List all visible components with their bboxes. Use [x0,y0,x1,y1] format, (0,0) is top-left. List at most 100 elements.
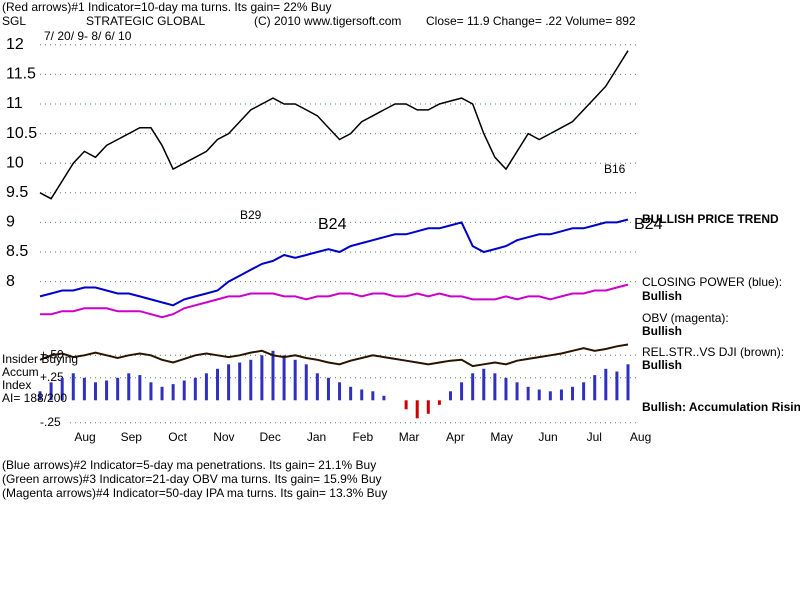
panel-tick-label: +.25 [40,370,64,384]
accum-bar [626,364,630,401]
accum-bar [382,395,386,401]
annotation: B16 [604,162,626,176]
x-tick-label: Oct [168,430,187,444]
y-tick-label: 11.5 [6,66,36,83]
accum-bar [38,391,42,401]
series-line [39,50,629,200]
accum-bar [304,364,308,401]
x-tick-label: Dec [260,430,281,444]
accum-bar [105,380,109,401]
series-line [40,283,629,319]
symbol: SGL [2,14,26,28]
accum-bar [448,391,452,401]
accum-bar [371,391,375,401]
x-tick-label: Aug [74,430,95,444]
x-tick-label: Jul [587,430,602,444]
left-label: Accum [2,365,39,379]
accum-bar [293,359,297,401]
accum-bar [326,377,330,401]
x-tick-label: Aug [630,430,651,444]
accum-bar [271,350,275,401]
accum-bar [171,384,175,401]
accum-bar [149,382,153,401]
accum-bar [615,371,619,401]
accum-bar [493,373,497,401]
panel-tick-label: -.25 [40,415,61,429]
accum-bar [338,382,342,401]
accum-bar [160,386,164,401]
accum-bar [138,375,142,401]
y-tick-label: 12 [6,36,24,53]
accum-bar [548,391,552,401]
accum-bar [193,377,197,401]
accum-bar [437,400,441,405]
x-tick-label: Jun [538,430,557,444]
x-tick-label: Feb [352,430,373,444]
left-label: Index [2,378,31,392]
accum-bar [227,364,231,401]
y-tick-label: 11 [6,95,23,112]
relstr-line [39,343,629,368]
accum-bar [471,373,475,401]
annotation: B24 [318,216,347,233]
side-label: Bullish [642,324,682,338]
footer-line: (Magenta arrows)#4 Indicator=50-day IPA … [2,486,387,500]
accum-bar [504,377,508,401]
x-tick-label: May [490,430,513,444]
x-tick-label: Nov [213,430,234,444]
x-tick-label: Mar [399,430,420,444]
company-name: STRATEGIC GLOBAL [86,14,205,28]
x-tick-label: Apr [446,430,465,444]
annotation: B24 [634,216,663,233]
accum-bar [360,389,364,401]
accum-bar [604,368,608,401]
accum-bar [282,355,286,401]
y-tick-label: 10.5 [6,125,37,142]
x-tick-label: Sep [121,430,143,444]
footer-line: (Green arrows)#3 Indicator=21-day OBV ma… [2,472,382,486]
accum-bar [537,389,541,401]
y-tick-label: 8.5 [6,243,28,260]
y-tick-label: 9.5 [6,184,28,201]
left-label: AI= 188/200 [2,391,67,405]
accum-bar [526,386,530,401]
accum-bar [249,359,253,401]
accum-bar [71,373,75,401]
accum-bar [216,368,220,401]
accum-bar [482,368,486,401]
accum-bar [93,382,97,401]
accum-bar [49,382,53,401]
accum-bar [116,377,120,401]
accum-bar [182,380,186,401]
y-tick-label: 10 [6,154,24,171]
date-range: 7/ 20/ 9- 8/ 6/ 10 [44,29,132,43]
accum-bar [127,373,131,401]
accum-bar [460,382,464,401]
side-label: REL.STR..VS DJI (brown): [642,345,784,359]
accum-bar [559,389,563,401]
side-label: Bullish [642,358,682,372]
accum-bar [593,375,597,401]
side-label: BULLISH PRICE TREND [642,212,779,226]
accum-bar [349,386,353,401]
accum-bar [415,400,419,419]
side-label: Bullish [642,289,682,303]
y-tick-label: 9 [6,214,15,231]
y-tick-label: 8 [6,273,15,290]
accum-bar [82,377,86,401]
accum-bar [582,382,586,401]
accum-bar [515,382,519,401]
left-label: Insider Buying [2,352,78,366]
side-label: CLOSING POWER (blue): [642,275,782,289]
accum-bar [60,377,64,401]
accum-bar [426,400,430,414]
accum-bar [315,373,319,401]
side-label: OBV (magenta): [642,311,729,325]
series-line [39,218,629,307]
accum-bar [204,373,208,401]
accum-bar [404,400,408,410]
accum-bar [571,386,575,401]
footer-line: (Blue arrows)#2 Indicator=5-day ma penet… [2,458,376,472]
copyright: (C) 2010 www.tigersoft.com [254,14,401,28]
